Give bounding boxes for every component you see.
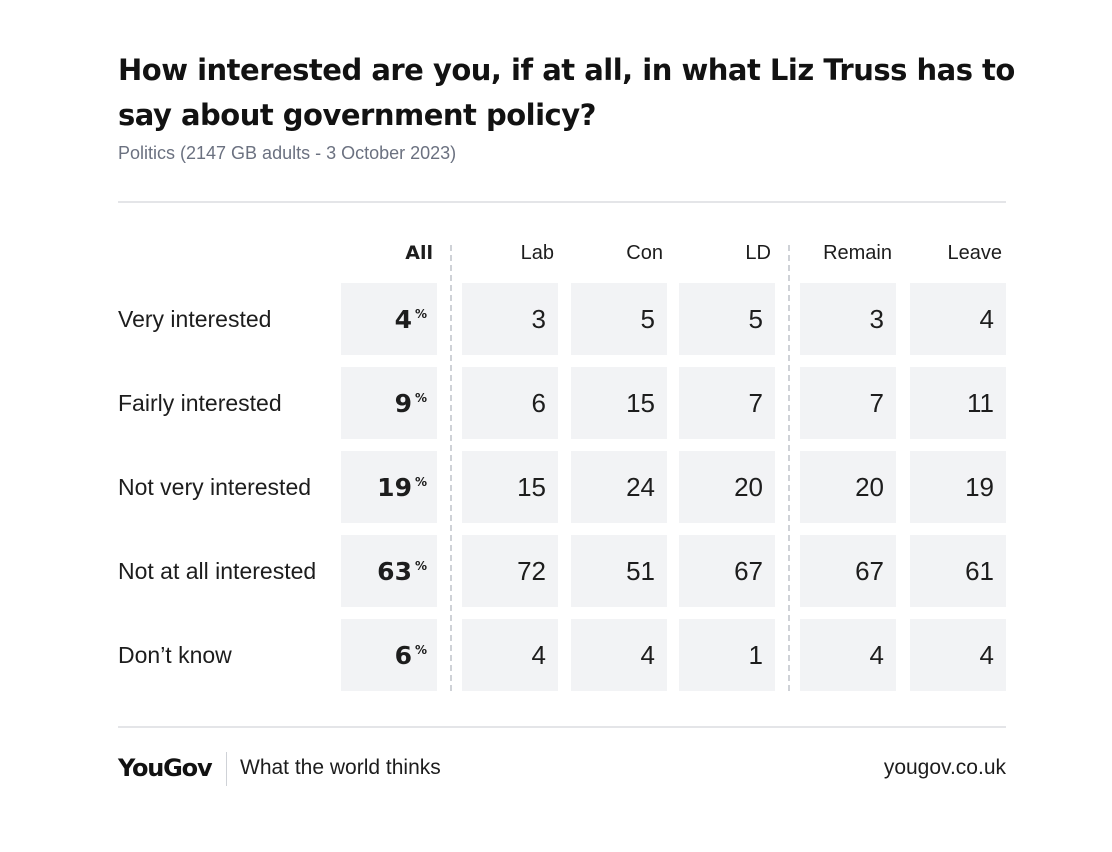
chart-title: How interested are you, if at all, in wh… [118,53,1015,132]
column-header-leave: Leave [947,242,1003,264]
cell-very-interested-all: 4% [341,283,437,355]
cell-value: 11 [967,387,994,418]
percent-sign: % [414,307,427,321]
cell-very-interested-ld: 5 [679,283,775,355]
cell-value: 19 [377,472,412,502]
cell-don-t-know-lab: 4 [462,619,558,691]
cell-not-at-all-interested-ld: 67 [679,535,775,607]
cell-not-very-interested-ld: 20 [679,451,775,523]
cell-value: 4 [979,303,994,334]
cell-value: 1 [748,639,763,670]
group-divider-1 [450,245,452,691]
percent-sign: % [414,643,427,657]
cell-value: 4 [531,639,546,670]
row-label-very-interested: Very interested [118,306,272,332]
row-label-not-at-all-interested: Not at all interested [118,558,317,584]
cell-value: 15 [517,471,546,502]
cell-not-very-interested-remain: 20 [800,451,896,523]
cell-value: 4 [979,639,994,670]
column-header-ld: LD [745,242,771,264]
cell-value: 67 [855,555,884,586]
percent-sign: % [414,475,427,489]
footer-url: yougov.co.uk [883,756,1006,779]
cell-value: 61 [965,555,994,586]
cell-value: 72 [517,555,546,586]
cell-don-t-know-leave: 4 [910,619,1006,691]
cell-not-very-interested-con: 24 [571,451,667,523]
row-label-not-very-interested: Not very interested [118,474,312,500]
column-header-lab: Lab [520,242,554,264]
cell-very-interested-lab: 3 [462,283,558,355]
cell-value: 20 [734,471,763,502]
row-label-fairly-interested: Fairly interested [118,390,282,416]
cell-not-at-all-interested-leave: 61 [910,535,1006,607]
cell-don-t-know-remain: 4 [800,619,896,691]
cell-don-t-know-all: 6% [341,619,437,691]
cell-not-very-interested-leave: 19 [910,451,1006,523]
footer-separator [226,752,227,786]
cell-fairly-interested-all: 9% [341,367,437,439]
cell-value: 24 [626,471,655,502]
column-header-all: All [405,242,433,264]
cell-value: 19 [965,471,994,502]
cell-very-interested-leave: 4 [910,283,1006,355]
cell-value: 4 [869,639,884,670]
cell-value: 6 [531,387,546,418]
column-header-con: Con [626,242,663,264]
cell-value: 7 [869,387,884,418]
footer-tagline: What the world thinks [240,756,441,779]
cell-fairly-interested-remain: 7 [800,367,896,439]
column-header-remain: Remain [823,242,892,264]
cell-not-very-interested-all: 19% [341,451,437,523]
cell-not-at-all-interested-lab: 72 [462,535,558,607]
cell-fairly-interested-ld: 7 [679,367,775,439]
cell-fairly-interested-leave: 11 [910,367,1006,439]
cell-don-t-know-con: 4 [571,619,667,691]
cell-value: 9 [394,388,412,418]
cell-not-at-all-interested-remain: 67 [800,535,896,607]
row-label-don-t-know: Don’t know [118,642,232,668]
percent-sign: % [414,391,427,405]
cell-value: 15 [626,387,655,418]
cell-value: 51 [626,555,655,586]
cell-fairly-interested-lab: 6 [462,367,558,439]
group-divider-2 [788,245,790,691]
cell-don-t-know-ld: 1 [679,619,775,691]
cell-value: 5 [748,303,763,334]
cell-not-at-all-interested-all: 63% [341,535,437,607]
cell-value: 5 [640,303,655,334]
cell-value: 63 [377,556,412,586]
chart-subtitle: Politics (2147 GB adults - 3 October 202… [118,143,457,163]
cell-value: 4 [640,639,655,670]
cell-fairly-interested-con: 15 [571,367,667,439]
cell-value: 4 [394,304,412,334]
cell-value: 6 [394,640,412,670]
cell-value: 7 [748,387,763,418]
bottom-divider [118,726,1006,728]
cell-very-interested-remain: 3 [800,283,896,355]
cell-not-very-interested-lab: 15 [462,451,558,523]
cell-value: 20 [855,471,884,502]
cell-value: 3 [869,303,884,334]
cell-not-at-all-interested-con: 51 [571,535,667,607]
cell-value: 3 [531,303,546,334]
cell-value: 67 [734,555,763,586]
percent-sign: % [414,559,427,573]
yougov-logo: YouGov [118,754,213,782]
top-divider [118,201,1006,203]
cell-very-interested-con: 5 [571,283,667,355]
